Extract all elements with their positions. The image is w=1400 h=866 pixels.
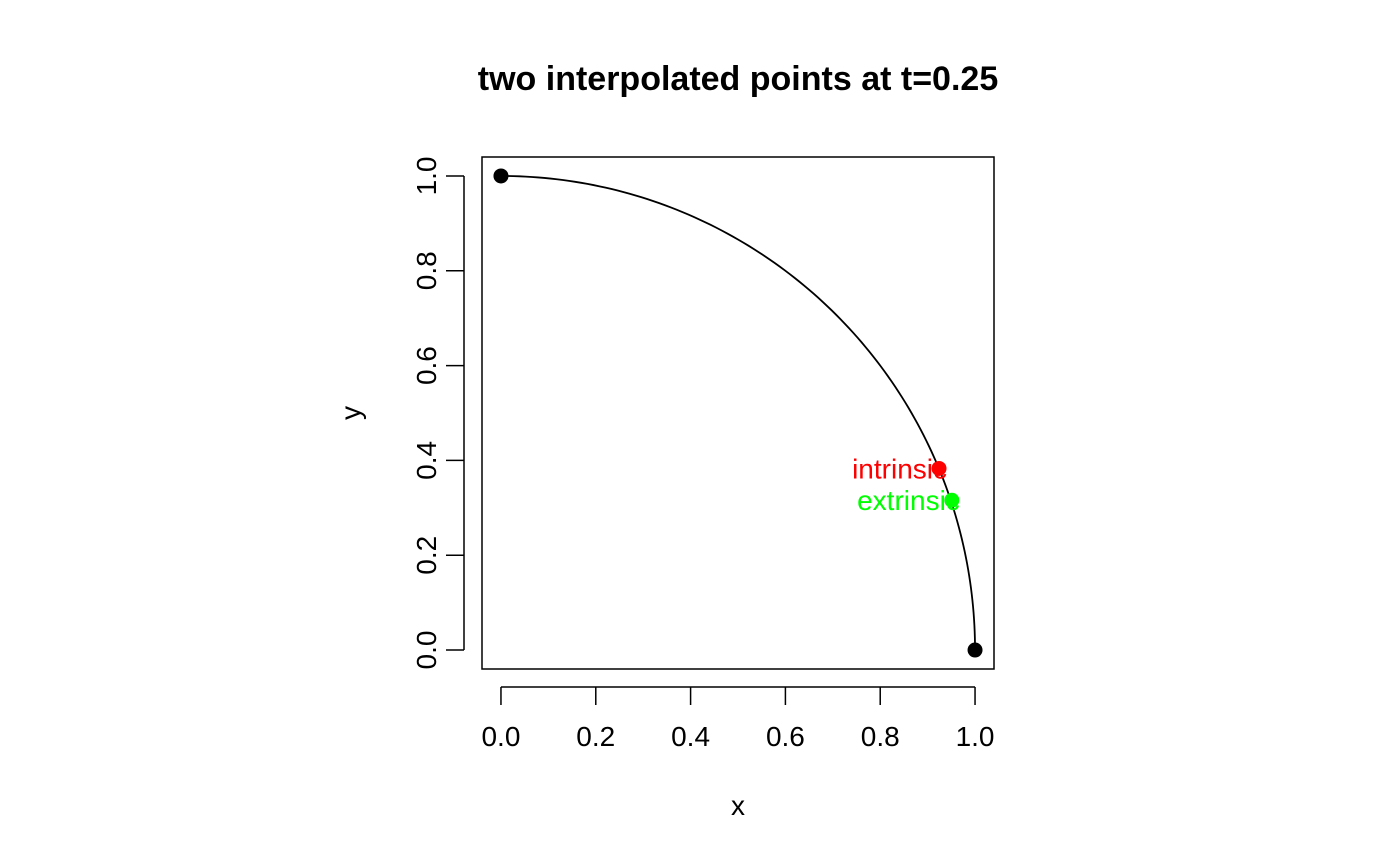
plot-frame [481, 156, 995, 670]
y-tick-label: 0.8 [411, 251, 442, 290]
y-tick-label: 0.4 [411, 441, 442, 480]
x-tick-label: 1.0 [956, 721, 995, 752]
extrinsic-point [944, 492, 960, 508]
y-tick-label: 0.6 [411, 346, 442, 385]
x-tick-label: 0.6 [766, 721, 805, 752]
y-axis: 0.0 0.2 0.4 0.6 0.8 1.0 [411, 156, 465, 670]
arc-curve [500, 175, 976, 651]
x-tick-label: 0.4 [671, 721, 710, 752]
x-tick-label: 0.2 [576, 721, 615, 752]
x-tick-label: 0.8 [861, 721, 900, 752]
chart-title: two interpolated points at t=0.25 [478, 60, 998, 98]
endpoint-marker [493, 168, 509, 184]
intrinsic-point [931, 460, 947, 476]
endpoint-marker [967, 642, 983, 658]
y-axis-label: y [335, 406, 366, 420]
x-tick-label: 0.0 [481, 721, 520, 752]
extrinsic-label: extrinsic [857, 485, 960, 516]
intrinsic-label: intrinsic [852, 453, 947, 484]
x-axis-label: x [731, 790, 745, 821]
y-tick-label: 1.0 [411, 156, 442, 195]
y-tick-label: 0.2 [411, 536, 442, 575]
x-axis: 0.0 0.2 0.4 0.6 0.8 1.0 [481, 686, 995, 752]
y-tick-label: 0.0 [411, 631, 442, 670]
